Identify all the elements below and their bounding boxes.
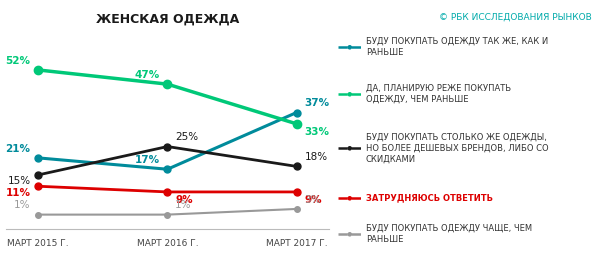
Text: 3%: 3% [304,195,321,205]
Text: 37%: 37% [304,98,329,108]
Text: 47%: 47% [135,70,160,80]
Text: 9%: 9% [304,195,322,205]
Text: 1%: 1% [175,200,192,210]
Text: 52%: 52% [5,56,30,66]
Text: ●: ● [347,231,353,237]
Text: ЗАТРУДНЯЮСЬ ОТВЕТИТЬ: ЗАТРУДНЯЮСЬ ОТВЕТИТЬ [366,193,493,202]
Text: 15%: 15% [7,176,30,186]
Text: ●: ● [347,91,353,96]
Text: ДА, ПЛАНИРУЮ РЕЖЕ ПОКУПАТЬ
ОДЕЖДУ, ЧЕМ РАНЬШЕ: ДА, ПЛАНИРУЮ РЕЖЕ ПОКУПАТЬ ОДЕЖДУ, ЧЕМ Р… [366,83,511,104]
Text: ЖЕНСКАЯ ОДЕЖДА: ЖЕНСКАЯ ОДЕЖДА [96,12,239,25]
Text: ●: ● [347,44,353,49]
Text: 9%: 9% [175,195,193,205]
Text: 1%: 1% [14,200,30,210]
Text: 18%: 18% [304,152,328,162]
Text: ●: ● [347,195,353,200]
Text: БУДУ ПОКУПАТЬ ОДЕЖДУ ЧАЩЕ, ЧЕМ
РАНЬШЕ: БУДУ ПОКУПАТЬ ОДЕЖДУ ЧАЩЕ, ЧЕМ РАНЬШЕ [366,224,532,244]
Text: 21%: 21% [5,144,30,154]
Text: ●: ● [347,146,353,151]
Text: © РБК ИССЛЕДОВАНИЯ РЫНКОВ: © РБК ИССЛЕДОВАНИЯ РЫНКОВ [440,13,592,22]
Text: 17%: 17% [135,155,160,165]
Text: 33%: 33% [304,127,329,136]
Text: 25%: 25% [175,132,199,142]
Text: БУДУ ПОКУПАТЬ СТОЛЬКО ЖЕ ОДЕЖДЫ,
НО БОЛЕЕ ДЕШЕВЫХ БРЕНДОВ, ЛИБО СО
СКИДКАМИ: БУДУ ПОКУПАТЬ СТОЛЬКО ЖЕ ОДЕЖДЫ, НО БОЛЕ… [366,133,548,164]
Text: БУДУ ПОКУПАТЬ ОДЕЖДУ ТАК ЖЕ, КАК И
РАНЬШЕ: БУДУ ПОКУПАТЬ ОДЕЖДУ ТАК ЖЕ, КАК И РАНЬШ… [366,37,548,57]
Text: 11%: 11% [5,188,30,198]
